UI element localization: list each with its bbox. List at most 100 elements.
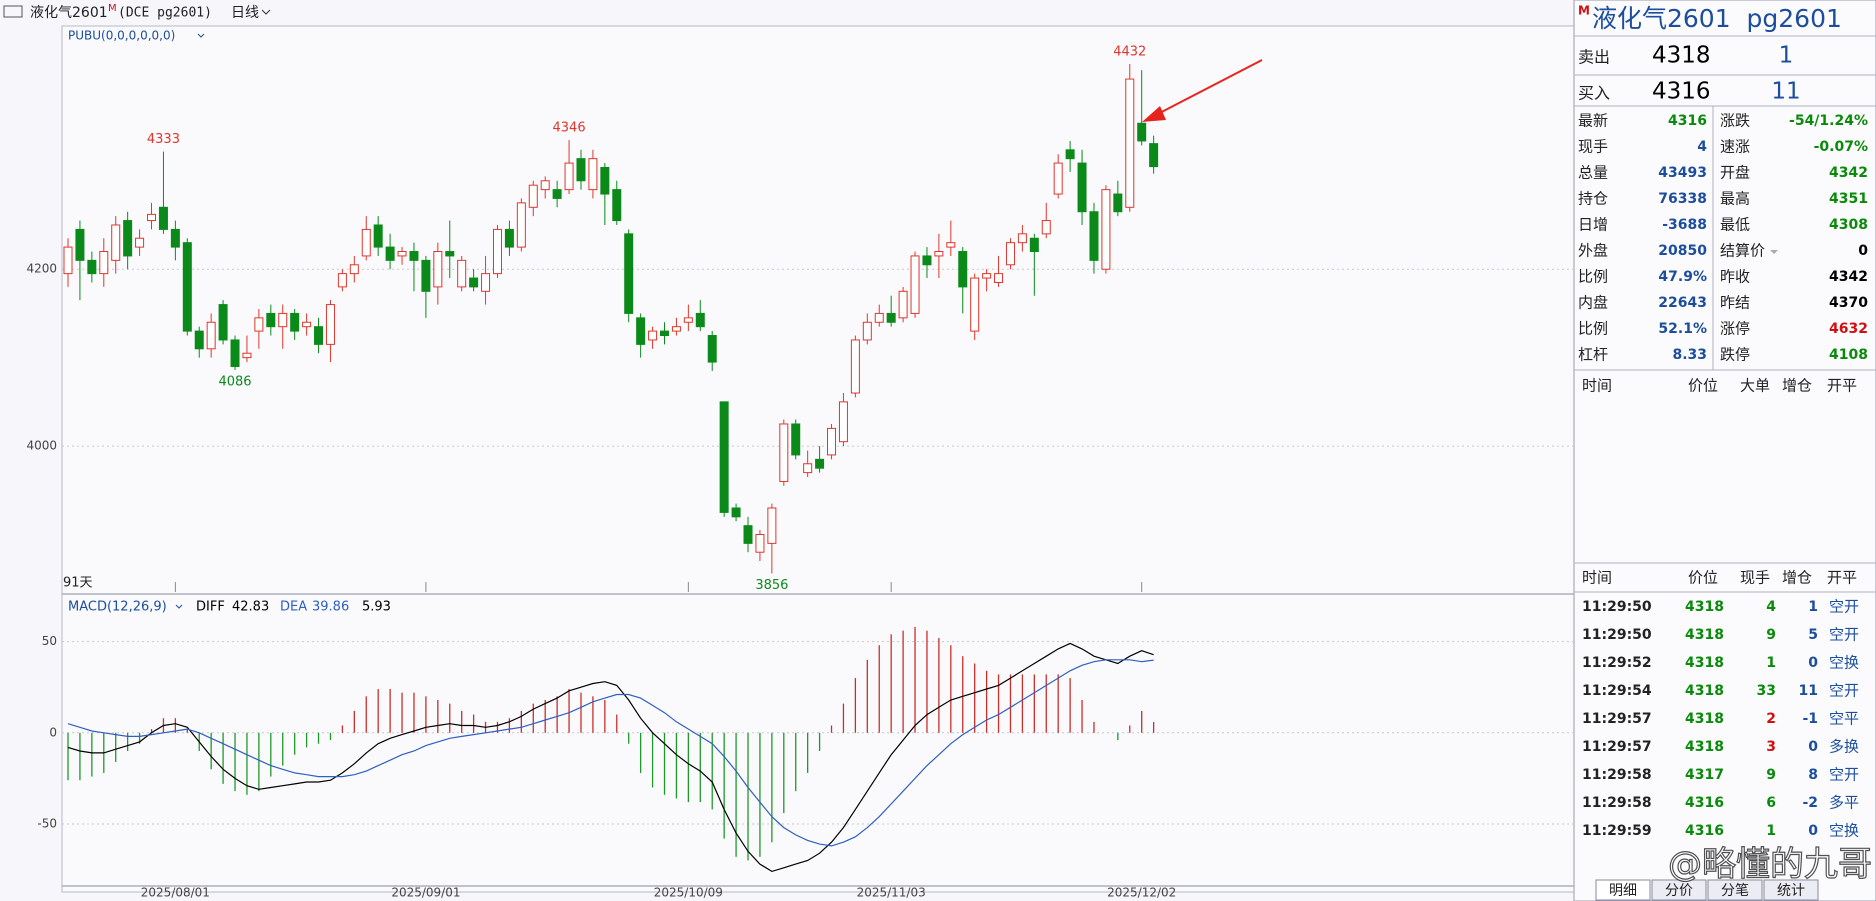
tick-kind: 空开	[1829, 682, 1859, 700]
y-tick-label: 4200	[26, 262, 57, 276]
candle-body	[755, 534, 765, 553]
candle-body	[922, 255, 932, 266]
candle-body	[946, 242, 956, 248]
panel-separators	[1574, 35, 1876, 593]
quote-value: 4308	[1829, 217, 1868, 233]
tab-label[interactable]: 明细	[1609, 883, 1637, 899]
candle-body	[648, 330, 658, 341]
column-header: 时间	[1582, 377, 1612, 395]
quote-value: 0	[1858, 243, 1868, 259]
quote-label: 外盘	[1578, 242, 1608, 260]
tick-kind: 空开	[1829, 766, 1859, 784]
tab-label[interactable]: 分价	[1665, 883, 1693, 899]
candle-body	[242, 352, 252, 359]
column-header: 价位	[1688, 377, 1718, 395]
window-icon[interactable]	[3, 5, 23, 18]
candle-body	[636, 317, 646, 345]
quote-value: 4342	[1829, 165, 1868, 181]
candle-body	[612, 189, 622, 222]
tick-price: 4316	[1685, 795, 1724, 811]
candle-body	[660, 330, 669, 337]
annotation-arrow	[1149, 59, 1263, 119]
tick-time: 11:29:52	[1582, 655, 1652, 671]
column-header: 时间	[1582, 569, 1612, 587]
candle-body	[862, 321, 872, 341]
quote-value: 20850	[1658, 243, 1707, 259]
quote-value: 47.9%	[1658, 269, 1707, 285]
tick-hand: 9	[1766, 767, 1776, 783]
candle-body	[1125, 78, 1135, 208]
candle-body	[910, 255, 920, 314]
candle-body	[254, 317, 264, 332]
candle-body	[385, 246, 395, 261]
extreme-label: 4086	[218, 375, 251, 390]
tab[interactable]	[1651, 879, 1707, 901]
candle-body	[767, 507, 777, 544]
candle-body	[982, 273, 992, 279]
quote-value: 4	[1697, 139, 1707, 155]
dropdown-chevron[interactable]	[261, 9, 271, 15]
tab-label[interactable]: 分笔	[1721, 883, 1749, 899]
quote-value: 4351	[1829, 191, 1868, 207]
tick-change: 1	[1808, 599, 1818, 615]
candle-body	[290, 312, 300, 332]
candle-body	[481, 273, 491, 292]
quote-label: 速涨	[1720, 138, 1750, 156]
indicator-chevron	[175, 604, 183, 609]
tab[interactable]	[1763, 879, 1819, 901]
tab[interactable]	[1707, 879, 1763, 901]
tick-price: 4318	[1685, 627, 1724, 643]
quote-label: 开盘	[1720, 164, 1750, 182]
quote-label: 比例	[1578, 320, 1608, 338]
candle-body	[325, 304, 335, 345]
tab[interactable]	[1595, 879, 1651, 901]
tick-change: 0	[1808, 739, 1818, 755]
quote-flag: M	[1578, 4, 1590, 18]
candle-body	[266, 312, 276, 328]
quote-value: 52.1%	[1658, 321, 1707, 337]
legend-value: 39.86	[312, 600, 349, 615]
candle-body	[373, 224, 383, 248]
quote-value: 4370	[1829, 295, 1868, 311]
candle-body	[803, 463, 813, 474]
indicator-title: MACD(12,26,9)	[68, 600, 167, 615]
candle-body	[934, 251, 944, 257]
quote-value: -3688	[1662, 217, 1707, 233]
candle-body	[99, 251, 109, 275]
candle-body	[349, 264, 359, 275]
tick-hand: 1	[1766, 655, 1776, 671]
tab-label[interactable]: 统计	[1777, 883, 1805, 899]
candle-body	[504, 228, 514, 248]
candle-body	[576, 158, 586, 182]
candle-body	[791, 423, 801, 456]
period-selector[interactable]: 日线	[231, 5, 259, 21]
order-volume: 11	[1771, 79, 1800, 105]
candle-body	[719, 401, 729, 513]
tick-price: 4318	[1685, 739, 1724, 755]
order-label: 卖出	[1578, 48, 1610, 67]
column-header: 大单	[1740, 377, 1770, 395]
quote-title: 液化气2601 pg2601	[1592, 4, 1842, 33]
legend-value: 5.93	[362, 600, 391, 615]
quote-label: 跌停	[1720, 346, 1750, 364]
candle-body	[516, 202, 526, 248]
quote-label: 内盘	[1578, 294, 1608, 312]
candle-body	[1053, 162, 1063, 195]
candle-body	[898, 290, 908, 319]
quote-label: 结算价	[1720, 242, 1765, 260]
candle-body	[540, 180, 550, 191]
candle-body	[1041, 220, 1051, 235]
x-tick-label: 2025/08/01	[141, 886, 210, 900]
column-header: 开平	[1827, 377, 1857, 395]
candle-body	[361, 228, 371, 257]
candle-body	[528, 184, 538, 208]
days-label: 91天	[63, 576, 93, 591]
legend-value: 42.83	[232, 600, 269, 615]
tick-hand: 2	[1766, 711, 1776, 727]
tick-hand: 3	[1766, 739, 1776, 755]
y-tick-label: -50	[37, 816, 57, 830]
dropdown-chevron	[1770, 250, 1778, 254]
y-tick-label: 4000	[26, 439, 57, 453]
candle-body	[850, 339, 860, 394]
